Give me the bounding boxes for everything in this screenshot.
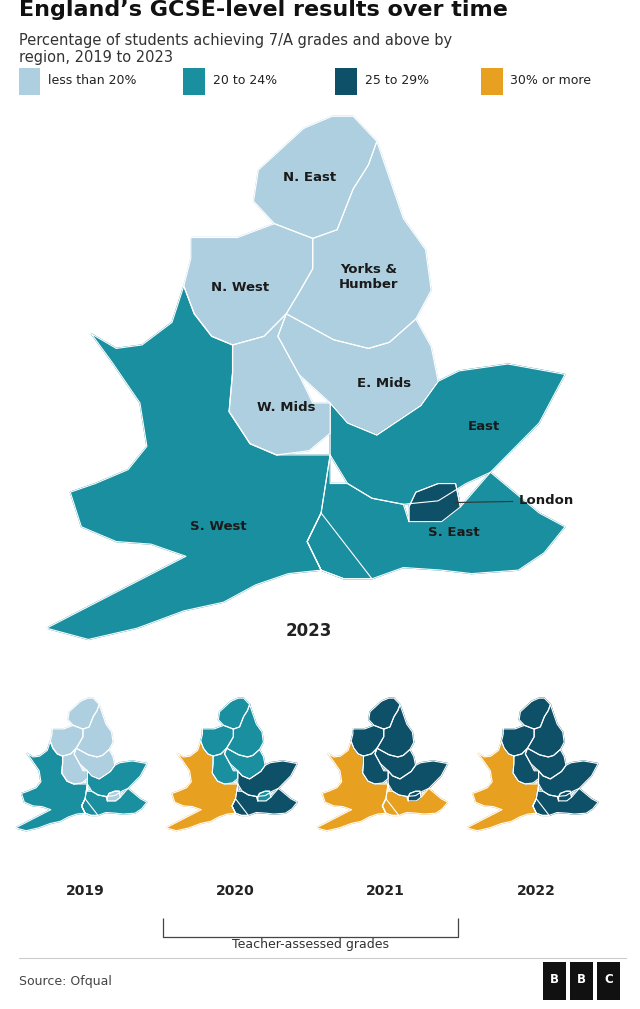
Text: 2021: 2021 [366,884,405,898]
Text: S. West: S. West [190,521,247,534]
Bar [543,963,566,1000]
Text: C: C [604,974,612,986]
Polygon shape [375,749,415,779]
Polygon shape [218,698,250,730]
Polygon shape [108,791,120,801]
Polygon shape [388,761,448,796]
Polygon shape [278,314,438,435]
Polygon shape [502,725,534,756]
Polygon shape [51,725,83,756]
Bar [335,69,356,95]
Polygon shape [166,742,248,830]
Polygon shape [467,742,549,830]
Text: less than 20%: less than 20% [49,75,137,88]
Polygon shape [68,698,99,730]
Polygon shape [409,483,460,522]
Polygon shape [15,742,98,830]
Text: E. Mids: E. Mids [356,376,411,389]
Polygon shape [81,784,147,815]
Bar [481,69,502,95]
Bar [597,963,620,1000]
Polygon shape [525,749,566,779]
Text: 2022: 2022 [516,884,556,898]
Polygon shape [513,749,539,784]
Text: B: B [550,974,559,986]
Text: B: B [577,974,586,986]
Polygon shape [382,784,448,815]
Polygon shape [527,704,564,757]
Polygon shape [232,784,298,815]
Text: 20 to 24%: 20 to 24% [212,75,276,88]
Polygon shape [184,224,313,345]
Polygon shape [227,704,264,757]
Polygon shape [539,761,598,796]
Polygon shape [258,791,271,801]
Text: 2020: 2020 [216,884,255,898]
Text: Teacher-assessed grades: Teacher-assessed grades [232,938,389,951]
Text: 25 to 29%: 25 to 29% [365,75,429,88]
Polygon shape [519,698,550,730]
Polygon shape [330,364,565,504]
Polygon shape [74,749,115,779]
Polygon shape [363,749,388,784]
Polygon shape [201,725,234,756]
Polygon shape [532,784,598,815]
Polygon shape [229,314,330,455]
Polygon shape [408,791,421,801]
Polygon shape [238,761,298,796]
Polygon shape [62,749,88,784]
Polygon shape [286,141,431,348]
Polygon shape [377,704,414,757]
Polygon shape [316,742,399,830]
Polygon shape [369,698,400,730]
Text: 2023: 2023 [285,622,332,640]
Polygon shape [47,286,372,640]
Bar [184,69,205,95]
Bar [570,963,593,1000]
Polygon shape [307,455,565,579]
Text: Percentage of students achieving 7/A grades and above by
region, 2019 to 2023: Percentage of students achieving 7/A gra… [19,32,452,65]
Text: London: London [455,494,573,508]
Bar [19,69,40,95]
Polygon shape [76,704,113,757]
Text: S. East: S. East [428,527,479,540]
Polygon shape [559,791,572,801]
Polygon shape [253,116,377,238]
Text: N. East: N. East [283,172,336,185]
Text: Source: Ofqual: Source: Ofqual [19,975,112,988]
Text: Yorks &
Humber: Yorks & Humber [339,263,398,292]
Polygon shape [88,761,147,796]
Text: England’s GCSE-level results over time: England’s GCSE-level results over time [19,0,508,20]
Text: W. Mids: W. Mids [257,401,316,414]
Polygon shape [225,749,265,779]
Polygon shape [351,725,384,756]
Polygon shape [212,749,238,784]
Text: 2019: 2019 [65,884,104,898]
Text: 30% or more: 30% or more [511,75,591,88]
Text: N. West: N. West [211,282,269,295]
Text: East: East [467,420,500,433]
